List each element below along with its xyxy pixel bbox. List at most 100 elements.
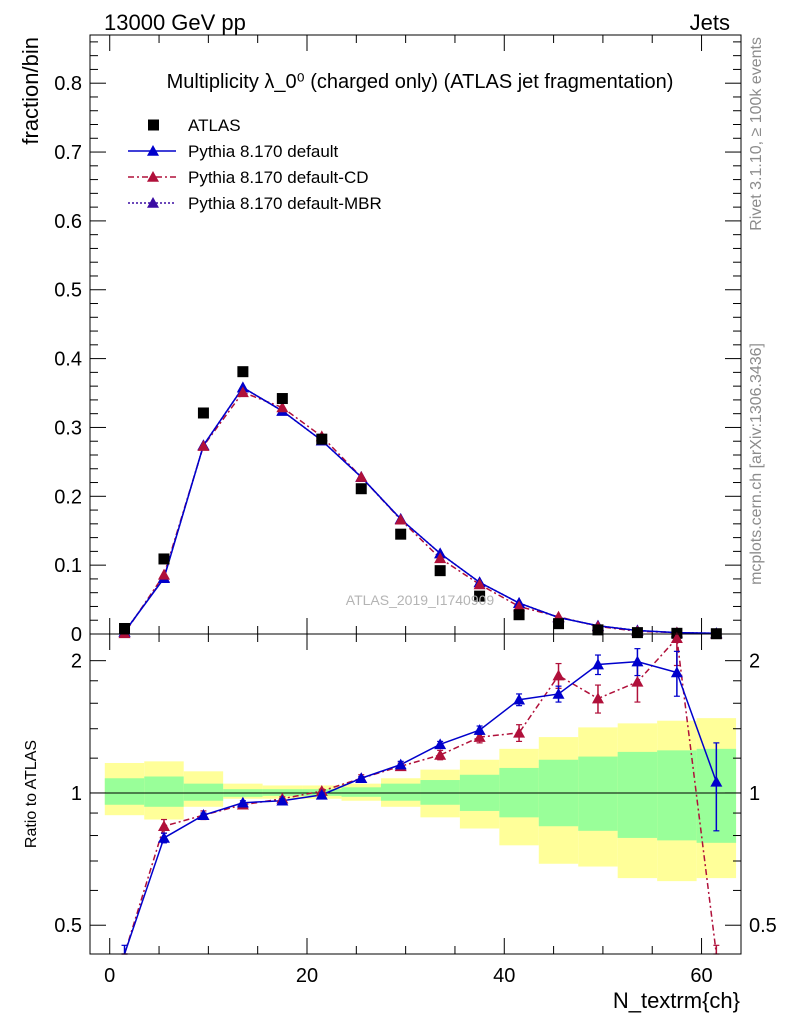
xtick-label: 40 xyxy=(493,965,515,987)
ratio-cd-marker xyxy=(434,748,447,760)
legend-marker xyxy=(147,145,159,156)
rivet-label: Rivet 3.1.10, ≥ 100k events xyxy=(748,37,765,231)
xtick-label: 60 xyxy=(690,965,712,987)
main-panel: 0 0.1 0.2 0.3 0.4 0.5 0.6 0.7 0.8 Multiplicity λ… xyxy=(18,34,742,646)
series-cd-marker xyxy=(157,568,170,580)
series-atlas-marker xyxy=(158,553,170,565)
ratio-band-inner xyxy=(183,783,224,801)
ratio-band-inner xyxy=(144,776,184,807)
ratio-default-marker xyxy=(355,772,368,784)
ratio-band-inner xyxy=(617,751,658,838)
chart-title: Multiplicity λ_0⁰ (charged only) (ATLAS … xyxy=(167,71,674,93)
series-atlas-marker xyxy=(276,393,288,405)
series-atlas-marker xyxy=(592,624,604,636)
main-series xyxy=(118,366,723,640)
series-atlas-marker xyxy=(395,528,407,540)
series-cd-marker xyxy=(394,513,407,525)
ratio-cd-marker xyxy=(552,669,565,681)
legend-marker xyxy=(147,171,159,182)
ratio-band-inner xyxy=(104,778,145,805)
legend: ATLAS Pythia 8.170 default Pythia 8.170 de… xyxy=(128,116,382,213)
ratio-band-group xyxy=(90,718,741,882)
ratio-band-inner xyxy=(380,783,421,801)
mcplots-label: mcplots.cern.ch [arXiv:1306.3436] xyxy=(748,343,765,585)
legend-atlas-marker xyxy=(148,119,159,131)
main-ytick-label: 0.7 xyxy=(54,142,82,164)
series-atlas-marker xyxy=(355,483,367,495)
main-ytick-label: 0.1 xyxy=(54,555,82,577)
series-atlas-marker xyxy=(553,618,565,630)
category-label: Jets xyxy=(690,10,730,35)
ratio-frame xyxy=(89,633,742,955)
series-atlas-marker xyxy=(119,622,131,634)
ratio-default-marker xyxy=(670,666,683,678)
series-cd-line xyxy=(123,391,717,635)
ratio-ytick-label: 2 xyxy=(71,651,82,673)
main-ytick-label: 0.4 xyxy=(54,349,82,371)
series-cd-marker xyxy=(434,552,447,564)
series-atlas-marker xyxy=(474,590,486,602)
xtick-label: 0 xyxy=(104,965,115,987)
main-ytick-label: 0 xyxy=(71,624,82,646)
ratio-cd-marker xyxy=(670,632,683,643)
series-atlas-marker xyxy=(513,609,525,621)
legend-entry-label: ATLAS xyxy=(188,116,241,135)
ratio-band-inner xyxy=(657,750,697,841)
series-cd-marker xyxy=(197,440,210,451)
ratio-default-marker xyxy=(513,693,526,705)
ratio-cd-marker xyxy=(591,692,604,704)
ratio-band-inner xyxy=(420,780,460,805)
main-ytick-label: 0.8 xyxy=(54,73,82,95)
ratio-ytick-label-right: 2 xyxy=(749,651,760,673)
legend-marker xyxy=(147,197,159,208)
series-atlas-marker xyxy=(316,433,328,445)
legend-entry-label: Pythia 8.170 default xyxy=(188,142,339,161)
ratio-cd-marker xyxy=(473,731,486,742)
series-atlas-marker xyxy=(237,366,249,378)
ratio-y-axis-label: Ratio to ATLAS xyxy=(23,740,40,848)
ratio-cd-marker xyxy=(513,726,526,738)
ratio-default-marker xyxy=(315,788,328,800)
ratio-axes: 0.5 0.51 12 20 20 40 60 xyxy=(54,634,777,987)
ratio-default-marker xyxy=(434,738,447,750)
ratio-cd-line xyxy=(123,636,718,955)
series-cd-marker xyxy=(513,600,526,612)
ratio-default-marker xyxy=(276,794,289,806)
series-cd-marker xyxy=(355,471,368,482)
series-cd-marker xyxy=(276,401,289,413)
series-atlas-marker xyxy=(434,565,446,577)
energy-label: 13000 GeV pp xyxy=(104,10,246,35)
series-atlas-marker xyxy=(197,407,209,419)
ratio-band-inner xyxy=(578,756,618,831)
main-ytick-label: 0.3 xyxy=(54,417,82,439)
main-axes: 0 0.1 0.2 0.3 0.4 0.5 0.6 0.7 0.8 xyxy=(54,35,741,646)
ratio-default-marker xyxy=(473,724,486,735)
series-atlas-marker xyxy=(631,627,643,639)
ratio-series xyxy=(121,632,723,955)
ratio-band-inner xyxy=(341,787,381,797)
ratio-cd-marker xyxy=(157,820,170,832)
ratio-default-marker xyxy=(157,831,170,843)
y-axis-label: fraction/bin xyxy=(18,37,43,145)
legend-entry-label: Pythia 8.170 default-CD xyxy=(188,168,369,187)
ratio-default-marker xyxy=(710,775,723,787)
x-axis-label: N_textrm{ch} xyxy=(613,988,740,1013)
ratio-default-marker xyxy=(394,758,407,770)
series-cd-marker xyxy=(236,386,249,398)
series-default-line xyxy=(123,386,717,635)
ratio-default-marker xyxy=(591,658,604,670)
ratio-default-marker xyxy=(552,687,565,699)
main-ytick-label: 0.5 xyxy=(54,280,82,302)
ratio-panel: 0.5 0.51 12 20 20 40 60 Ratio to ATLAS N_textr… xyxy=(23,632,777,1013)
ratio-ytick-label-right: 0.5 xyxy=(749,915,777,937)
watermark: ATLAS_2019_I1740909 xyxy=(346,592,495,608)
series-cd-marker xyxy=(473,578,486,590)
main-ytick-label: 0.2 xyxy=(54,486,82,508)
ratio-cd-marker xyxy=(631,675,644,687)
ratio-default-marker xyxy=(197,809,210,820)
ratio-ytick-label: 1 xyxy=(71,783,82,805)
legend-entry-label: Pythia 8.170 default-MBR xyxy=(188,194,382,213)
ratio-default-marker xyxy=(631,655,644,667)
ratio-default-line xyxy=(123,660,718,955)
